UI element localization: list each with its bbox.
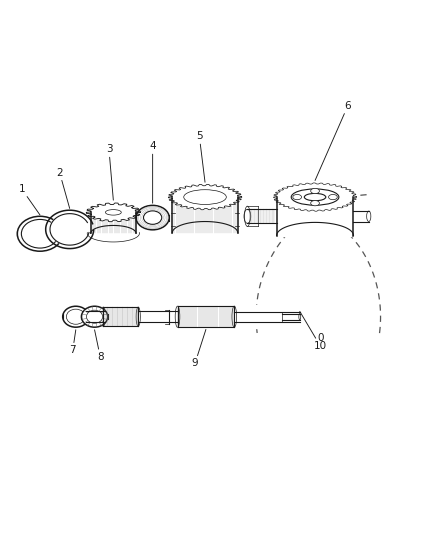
Ellipse shape <box>81 306 108 327</box>
Polygon shape <box>86 203 141 222</box>
Text: 10: 10 <box>300 311 327 351</box>
Text: 7: 7 <box>69 330 76 356</box>
Text: 1: 1 <box>18 184 40 215</box>
Text: 9: 9 <box>192 329 206 368</box>
Polygon shape <box>270 197 360 236</box>
Text: 4: 4 <box>149 141 156 203</box>
Ellipse shape <box>17 216 63 251</box>
Ellipse shape <box>311 188 319 193</box>
Text: 3: 3 <box>106 144 113 200</box>
Text: 0: 0 <box>317 333 324 343</box>
Ellipse shape <box>328 195 337 200</box>
Ellipse shape <box>291 189 339 205</box>
Ellipse shape <box>175 306 180 327</box>
Ellipse shape <box>136 205 169 230</box>
Polygon shape <box>168 184 242 210</box>
Text: 5: 5 <box>196 132 205 182</box>
Ellipse shape <box>84 311 88 322</box>
Polygon shape <box>167 197 243 233</box>
Ellipse shape <box>101 307 106 326</box>
Polygon shape <box>84 305 302 328</box>
Ellipse shape <box>311 200 319 206</box>
Ellipse shape <box>293 195 301 200</box>
Text: 8: 8 <box>95 330 103 362</box>
Polygon shape <box>274 183 357 211</box>
Polygon shape <box>50 214 89 245</box>
Text: 6: 6 <box>315 101 351 181</box>
Ellipse shape <box>63 306 89 327</box>
Text: 2: 2 <box>57 168 70 208</box>
Polygon shape <box>91 212 136 233</box>
